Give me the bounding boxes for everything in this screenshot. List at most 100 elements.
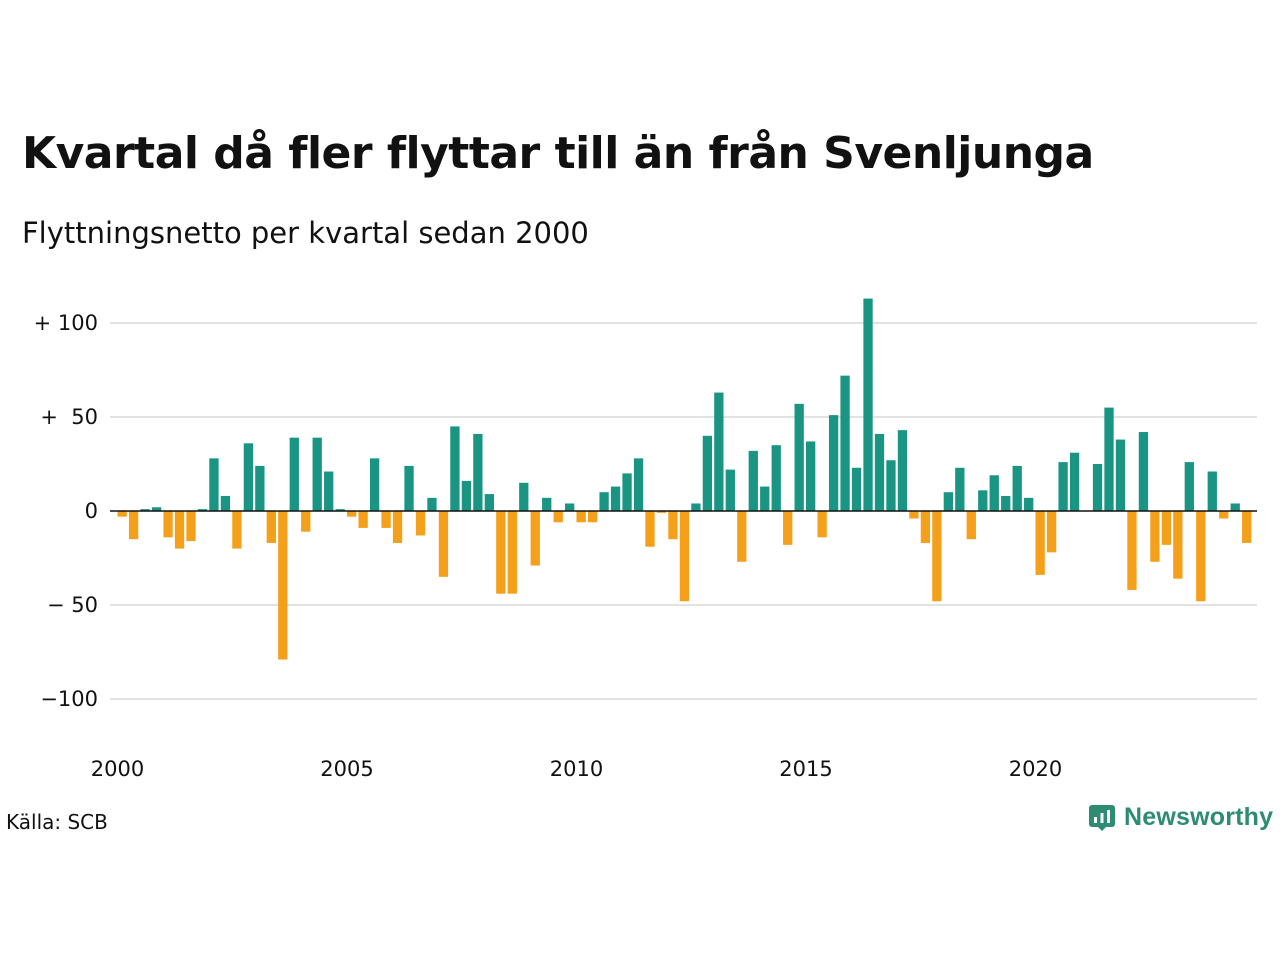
bar [255, 465, 265, 511]
bar [806, 441, 816, 511]
bar [714, 392, 724, 511]
bar [347, 511, 357, 517]
bar [1115, 439, 1126, 511]
bar [553, 511, 563, 523]
bar [1104, 407, 1114, 511]
bar [1069, 452, 1080, 511]
bar [863, 298, 873, 511]
bar [415, 511, 426, 536]
chart-title: Kvartal då fler flyttar till än från Sve… [22, 128, 1094, 179]
x-axis-labels: 2000 2005 2010 2015 2020 [91, 757, 1062, 781]
bar [783, 511, 793, 545]
bar [163, 511, 173, 538]
bar [519, 482, 529, 511]
y-tick-label: + 100 [34, 311, 98, 335]
bar [220, 495, 231, 511]
bar [909, 511, 919, 519]
bar [301, 511, 311, 532]
y-tick-label: − 50 [47, 593, 98, 617]
bar [1242, 511, 1252, 543]
bar [461, 480, 472, 511]
bar [1012, 465, 1022, 511]
bar [427, 497, 437, 511]
bar [737, 511, 747, 562]
bar [140, 509, 150, 511]
bar [473, 433, 483, 511]
bar [117, 511, 127, 517]
bar [886, 460, 896, 511]
bar [1058, 462, 1068, 511]
bar [335, 509, 345, 511]
bar-chart: + 100 + 50 0 − 50 −100 2000 2005 2010 2015 2020 [34, 298, 1257, 781]
bar [610, 486, 621, 511]
bar [496, 511, 506, 594]
bar [507, 511, 517, 594]
bar [289, 437, 299, 511]
bar [771, 445, 781, 511]
bar [1092, 464, 1103, 511]
bar [587, 511, 598, 523]
bar [438, 511, 449, 577]
bar [748, 450, 758, 511]
bar [633, 458, 644, 511]
bar [599, 492, 609, 511]
bar [817, 511, 827, 538]
bar [656, 511, 667, 513]
bar [978, 490, 988, 511]
source-note: Källa: SCB [6, 810, 108, 834]
bar [209, 458, 219, 511]
bar [679, 511, 690, 602]
bar [450, 426, 460, 511]
bar [1161, 511, 1172, 545]
newsworthy-logo-icon [1089, 804, 1115, 831]
bar [897, 430, 908, 511]
bar [404, 465, 414, 511]
bar [760, 486, 770, 511]
chart-subtitle: Flyttningsnetto per kvartal sedan 2000 [22, 216, 589, 250]
bar [128, 511, 139, 540]
bar [1196, 511, 1206, 602]
x-tick-label: 2020 [1009, 757, 1062, 781]
bar [668, 511, 678, 540]
bar [645, 511, 655, 547]
bar [1173, 511, 1183, 579]
bar [186, 511, 196, 542]
bar [151, 507, 162, 511]
bar [1046, 511, 1057, 553]
bar [197, 509, 208, 511]
y-tick-label: −100 [40, 687, 98, 711]
bar [542, 497, 552, 511]
bar [851, 467, 862, 511]
bar [989, 475, 999, 511]
bar [174, 511, 185, 549]
gridlines [110, 322, 1257, 700]
bar [530, 511, 540, 566]
bar [392, 511, 403, 543]
bar [381, 511, 391, 528]
bar [966, 511, 976, 540]
bar [1127, 511, 1137, 590]
bar [1219, 511, 1229, 519]
y-tick-label: 0 [85, 499, 98, 523]
bar [1207, 471, 1217, 511]
bar [484, 494, 494, 511]
bar [874, 433, 885, 511]
bar [266, 511, 276, 543]
bar [369, 458, 380, 511]
x-tick-label: 2015 [779, 757, 832, 781]
bar [932, 511, 942, 602]
x-tick-label: 2005 [320, 757, 373, 781]
bar [702, 435, 713, 511]
bar [943, 492, 953, 511]
bar [232, 511, 242, 549]
bar [828, 415, 839, 511]
newsworthy-logo-text: Newsworthy [1124, 803, 1274, 831]
bar [1001, 495, 1011, 511]
bar [576, 511, 586, 523]
bars [117, 298, 1252, 660]
newsworthy-logo[interactable]: Newsworthy [1088, 803, 1273, 832]
bar [1024, 497, 1034, 511]
bar [565, 503, 575, 511]
bar [1184, 462, 1194, 511]
bar [955, 467, 965, 511]
